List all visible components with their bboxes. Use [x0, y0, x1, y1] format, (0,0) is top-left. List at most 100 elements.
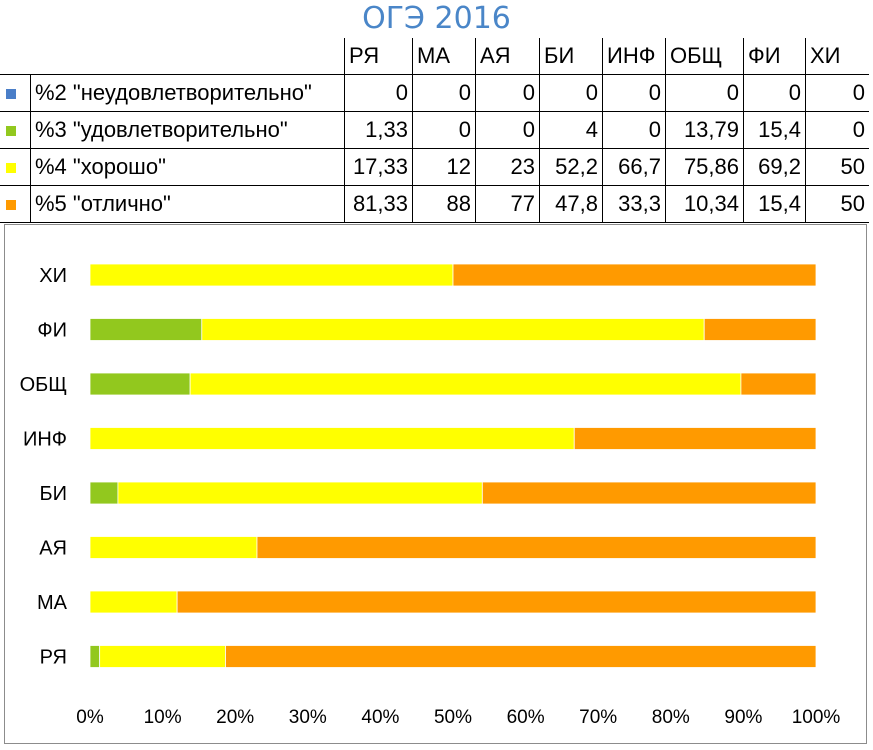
table-cell: 4 — [539, 111, 603, 149]
x-tick-label: 40% — [361, 707, 399, 728]
row-label: %5 "отлично" — [30, 185, 345, 223]
table-cell: 33,3 — [602, 185, 666, 223]
table-row: %3 "удовлетворительно" 1,33 0 0 4 0 13,79 15,4 0 — [0, 111, 869, 149]
category-label: РЯ — [40, 647, 67, 669]
table-cell: 66,7 — [602, 148, 666, 186]
x-tick-label: 50% — [434, 707, 472, 728]
table-cell: 75,86 — [665, 148, 744, 186]
x-tick-label: 60% — [507, 707, 545, 728]
column-header: ОБЩ — [665, 38, 744, 75]
column-header: ХИ — [805, 38, 869, 75]
bar-segment — [89, 263, 454, 287]
column-header: БИ — [539, 38, 603, 75]
bar-segment — [117, 481, 483, 505]
table-cell: 0 — [743, 74, 806, 112]
category-label: ОБЩ — [20, 374, 67, 396]
row-label: %3 "удовлетворительно" — [30, 111, 345, 149]
x-tick-label: 90% — [724, 707, 762, 728]
table-cell: 13,79 — [665, 111, 744, 149]
x-tick-label: 20% — [216, 707, 254, 728]
table-header-row: РЯ МА АЯ БИ ИНФ ОБЩ ФИ ХИ — [0, 38, 869, 75]
table-cell: 69,2 — [743, 148, 806, 186]
table-cell: 50 — [805, 185, 869, 223]
table-cell: 0 — [665, 74, 744, 112]
bar-segment — [189, 372, 742, 396]
table-cell: 47,8 — [539, 185, 603, 223]
table-cell: 77 — [475, 185, 540, 223]
table-cell: 0 — [475, 111, 540, 149]
category-label: ИНФ — [23, 429, 67, 451]
legend-swatch — [6, 89, 16, 100]
bar-segment — [201, 318, 705, 341]
bar-segment — [89, 481, 119, 505]
x-tick-label: 0% — [76, 707, 104, 728]
category-label: БИ — [40, 483, 68, 505]
x-tick-label: 100% — [792, 707, 841, 728]
table-row: %4 "хорошо" 17,33 12 23 52,2 66,7 75,86 69,2 50 — [0, 148, 869, 186]
x-tick-label: 70% — [579, 707, 617, 728]
row-label: %4 "хорошо" — [30, 148, 345, 186]
bar-segment — [89, 427, 575, 450]
bar-segment — [89, 318, 203, 341]
table-corner — [0, 38, 345, 75]
legend-swatch-cell — [0, 111, 31, 149]
legend-swatch-cell — [0, 74, 31, 112]
legend-swatch-cell — [0, 148, 31, 186]
bar-segment — [89, 372, 191, 396]
bar-segment — [89, 645, 101, 668]
column-header: ФИ — [743, 38, 806, 75]
bar-segment — [89, 536, 258, 559]
x-tick-label: 10% — [144, 707, 182, 728]
table-cell: 50 — [805, 148, 869, 186]
table-row: %5 "отлично" 81,33 88 77 47,8 33,3 10,34 15,4 50 — [0, 185, 869, 223]
category-label: ХИ — [39, 265, 67, 287]
legend-swatch — [6, 200, 16, 211]
column-header: ИНФ — [602, 38, 666, 75]
table-cell: 0 — [475, 74, 540, 112]
table-cell: 17,33 — [344, 148, 413, 186]
bar-segment — [481, 481, 817, 505]
bar-segment — [89, 590, 178, 614]
table-cell: 0 — [344, 74, 413, 112]
table-cell: 81,33 — [344, 185, 413, 223]
bar-segment — [225, 645, 817, 668]
table-cell: 12 — [412, 148, 476, 186]
table-cell: 0 — [602, 74, 666, 112]
legend-swatch — [6, 126, 16, 137]
table-row: %2 "неудовлетворительно" 0 0 0 0 0 0 0 0 — [0, 74, 869, 112]
bar-segment — [703, 318, 817, 341]
row-label: %2 "неудовлетворительно" — [30, 74, 345, 112]
bar-segment — [452, 263, 817, 287]
stacked-bar-chart: РЯ МА АЯ БИ ИНФ ОБЩ ФИ ХИ 0% 10% 20% 30% 40% 50% 60% 70… — [20, 263, 841, 728]
category-label: ФИ — [37, 320, 67, 342]
column-header: АЯ — [475, 38, 540, 75]
table-cell: 52,2 — [539, 148, 603, 186]
table-cell: 0 — [602, 111, 666, 149]
chart-area: РЯ МА АЯ БИ ИНФ ОБЩ ФИ ХИ 0% 10% 20% 30% 40% 50% 60% 70… — [4, 224, 867, 744]
table-cell: 0 — [412, 111, 476, 149]
chart-title: ОГЭ 2016 — [362, 1, 511, 36]
x-tick-label: 30% — [289, 707, 327, 728]
x-tick-label: 80% — [652, 707, 690, 728]
category-label: АЯ — [39, 538, 67, 560]
bar-segment — [573, 427, 817, 450]
legend-swatch — [6, 163, 16, 174]
category-label: МА — [37, 592, 68, 614]
table-cell: 0 — [805, 111, 869, 149]
table-cell: 1,33 — [344, 111, 413, 149]
table-cell: 15,4 — [743, 185, 806, 223]
bar-segment — [176, 590, 817, 614]
bar-segment — [256, 536, 817, 559]
table-cell: 10,34 — [665, 185, 744, 223]
bar-segment — [99, 645, 226, 668]
data-table: РЯ МА АЯ БИ ИНФ ОБЩ ФИ ХИ %2 "неудовлетв… — [0, 38, 869, 223]
column-header: РЯ — [344, 38, 413, 75]
table-cell: 0 — [805, 74, 869, 112]
bar-segment — [740, 372, 817, 396]
table-cell: 0 — [412, 74, 476, 112]
table-cell: 23 — [475, 148, 540, 186]
legend-swatch-cell — [0, 185, 31, 223]
column-header: МА — [412, 38, 476, 75]
table-cell: 88 — [412, 185, 476, 223]
table-cell: 15,4 — [743, 111, 806, 149]
